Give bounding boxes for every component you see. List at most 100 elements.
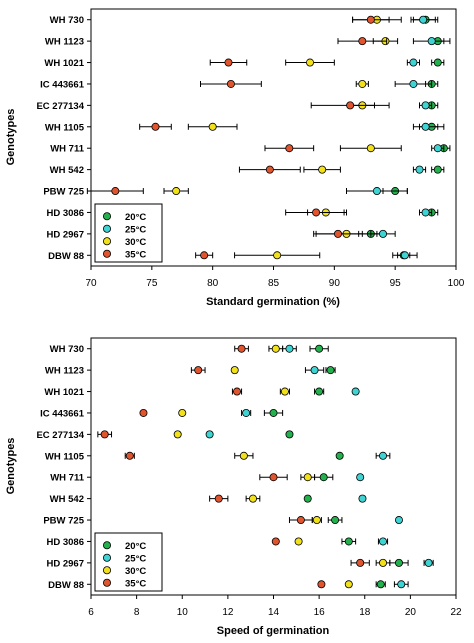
x-tick-label: 70 — [85, 278, 97, 289]
point-pbw-725-25C — [394, 516, 403, 525]
marker — [205, 430, 214, 439]
marker — [296, 516, 305, 525]
marker — [415, 165, 424, 174]
genotype-label-wh-1123: WH 1123 — [45, 37, 84, 48]
marker — [358, 37, 367, 46]
marker — [344, 580, 353, 589]
x-tick-label: 18 — [359, 607, 371, 618]
x-tick-label: 75 — [146, 278, 158, 289]
point-hd-3086-20C — [341, 537, 357, 546]
point-ec-277134-30C — [173, 430, 182, 439]
marker — [397, 580, 406, 589]
legend-marker — [103, 212, 112, 221]
marker — [312, 208, 321, 217]
point-ic-443661-30C — [355, 79, 369, 88]
point-wh-730-35C — [352, 15, 390, 24]
y-axis-title: Genotypes — [5, 109, 17, 166]
genotype-label-ec-277134: EC 277134 — [36, 101, 84, 112]
genotype-label-ic-443661: IC 443661 — [40, 79, 85, 90]
genotype-label-wh-711: WH 711 — [50, 144, 85, 155]
point-wh-1105-35C — [139, 122, 172, 131]
marker — [226, 79, 235, 88]
point-hd-3086-35C — [271, 537, 280, 546]
standard-germination-chart: 70 75 80 85 90 95 100 WH 730 WH 1123 WH 1021 IC 4… — [5, 8, 465, 308]
legend-marker — [103, 541, 112, 550]
point-wh-1123-35C — [190, 366, 206, 375]
marker — [200, 251, 209, 260]
marker — [100, 430, 109, 439]
marker — [433, 144, 442, 153]
marker — [394, 516, 403, 525]
genotype-label-ec-277134: EC 277134 — [36, 430, 84, 441]
marker — [378, 558, 387, 567]
marker — [111, 187, 120, 196]
point-wh-1105-35C — [124, 451, 135, 460]
marker — [358, 79, 367, 88]
point-wh-711-30C — [339, 144, 402, 153]
marker — [356, 558, 365, 567]
genotype-label-dbw-88: DBW 88 — [48, 251, 84, 262]
marker — [409, 58, 418, 67]
marker — [333, 229, 342, 238]
point-wh-1021-35C — [209, 58, 248, 67]
genotype-label-wh-542: WH 542 — [50, 494, 84, 505]
marker — [294, 537, 303, 546]
genotype-label-wh-1021: WH 1021 — [44, 58, 84, 69]
marker — [315, 344, 324, 353]
legend-label: 20°C — [125, 541, 146, 552]
marker — [394, 558, 403, 567]
point-ic-443661-20C — [263, 408, 284, 417]
point-wh-730-25C — [410, 15, 436, 24]
genotype-label-wh-542: WH 542 — [50, 165, 84, 176]
point-wh-1105-25C — [375, 451, 391, 460]
point-ic-443661-35C — [139, 408, 148, 417]
point-wh-1021-35C — [231, 387, 243, 396]
point-wh-1123-25C — [412, 37, 451, 46]
x-tick-label: 22 — [450, 607, 462, 618]
point-wh-730-25C — [282, 344, 297, 353]
marker — [230, 366, 239, 375]
x-tick-label: 16 — [314, 607, 326, 618]
marker — [419, 15, 428, 24]
marker — [366, 144, 375, 153]
point-wh-1021-20C — [431, 58, 445, 67]
marker — [271, 537, 280, 546]
point-wh-730-35C — [234, 344, 249, 353]
point-wh-1021-25C — [351, 387, 360, 396]
genotype-label-wh-711: WH 711 — [50, 473, 85, 484]
marker — [424, 558, 433, 567]
point-pbw-725-30C — [163, 187, 189, 196]
y-axis-title: Genotypes — [5, 438, 17, 495]
point-wh-542-30C — [245, 494, 261, 503]
marker — [310, 366, 319, 375]
marker — [421, 122, 430, 131]
point-ec-277134-35C — [97, 430, 113, 439]
point-pbw-725-25C — [346, 187, 408, 196]
point-ec-277134-25C — [419, 101, 433, 110]
marker — [242, 408, 251, 417]
point-hd-2967-20C — [389, 558, 409, 567]
marker — [351, 387, 360, 396]
marker — [194, 366, 203, 375]
marker — [366, 15, 375, 24]
genotype-label-hd-3086: HD 3086 — [47, 208, 85, 219]
marker — [319, 473, 328, 482]
point-hd-3086-25C — [377, 537, 389, 546]
point-hd-3086-25C — [419, 208, 433, 217]
marker — [356, 473, 365, 482]
legend-label: 30°C — [125, 566, 146, 577]
x-tick-label: 8 — [134, 607, 140, 618]
point-wh-1105-30C — [187, 122, 238, 131]
genotype-label-hd-3086: HD 3086 — [47, 537, 85, 548]
marker — [173, 430, 182, 439]
point-ec-277134-25C — [205, 430, 214, 439]
x-tick-label: 90 — [329, 278, 341, 289]
marker — [409, 79, 418, 88]
marker — [224, 58, 233, 67]
marker — [346, 101, 355, 110]
point-hd-2967-35C — [350, 558, 370, 567]
point-wh-1105-25C — [412, 122, 439, 131]
point-wh-542-20C — [431, 165, 445, 174]
point-wh-730-30C — [268, 344, 284, 353]
